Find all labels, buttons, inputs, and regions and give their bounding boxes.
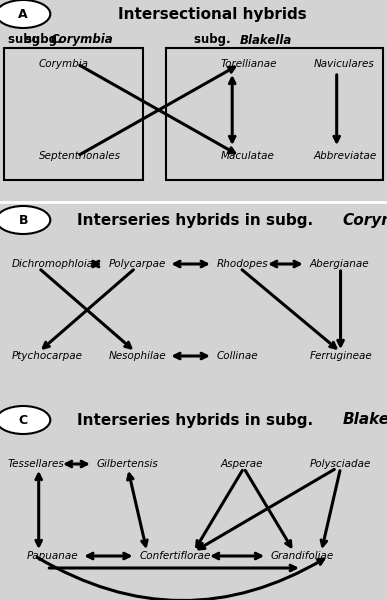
Circle shape [0, 0, 50, 28]
Text: Interseries hybrids in subg.: Interseries hybrids in subg. [77, 212, 319, 227]
Text: Septentrionales: Septentrionales [39, 151, 121, 161]
Text: Ptychocarpae: Ptychocarpae [12, 351, 82, 361]
Text: Intersectional hybrids: Intersectional hybrids [118, 7, 307, 22]
Text: C: C [19, 413, 28, 427]
Text: Blakella: Blakella [342, 413, 387, 427]
Text: Torellianae: Torellianae [221, 59, 277, 69]
Text: Tessellares: Tessellares [8, 459, 65, 469]
Text: Polysciadae: Polysciadae [310, 459, 371, 469]
Text: subg.: subg. [8, 34, 48, 46]
Text: Grandifoliae: Grandifoliae [271, 551, 334, 561]
Text: Confertiflorae: Confertiflorae [139, 551, 211, 561]
Text: Corymbia: Corymbia [50, 34, 113, 46]
Text: subg.: subg. [194, 34, 234, 46]
Text: Maculatae: Maculatae [221, 151, 274, 161]
Text: Corymbia: Corymbia [39, 59, 89, 69]
Text: A: A [19, 7, 28, 20]
Text: Papuanae: Papuanae [27, 551, 79, 561]
Text: Abergianae: Abergianae [310, 259, 369, 269]
Bar [4, 48, 143, 180]
Text: Collinae: Collinae [217, 351, 259, 361]
Text: Dichromophloiae: Dichromophloiae [12, 259, 100, 269]
Text: subg.: subg. [25, 34, 66, 46]
Bar [166, 48, 383, 180]
Text: Interseries hybrids in subg.: Interseries hybrids in subg. [77, 413, 319, 427]
Circle shape [0, 406, 50, 434]
Circle shape [0, 206, 50, 234]
Text: Polycarpae: Polycarpae [108, 259, 166, 269]
Text: Nesophilae: Nesophilae [108, 351, 166, 361]
Text: Corymbia: Corymbia [342, 212, 387, 227]
Text: Naviculares: Naviculares [313, 59, 374, 69]
Text: Gilbertensis: Gilbertensis [97, 459, 159, 469]
Text: Abbreviatae: Abbreviatae [313, 151, 377, 161]
Text: Blakella: Blakella [240, 34, 292, 46]
Text: Ferrugineae: Ferrugineae [310, 351, 372, 361]
Text: Rhodopes: Rhodopes [217, 259, 268, 269]
Text: B: B [19, 214, 28, 226]
Text: Asperae: Asperae [221, 459, 263, 469]
